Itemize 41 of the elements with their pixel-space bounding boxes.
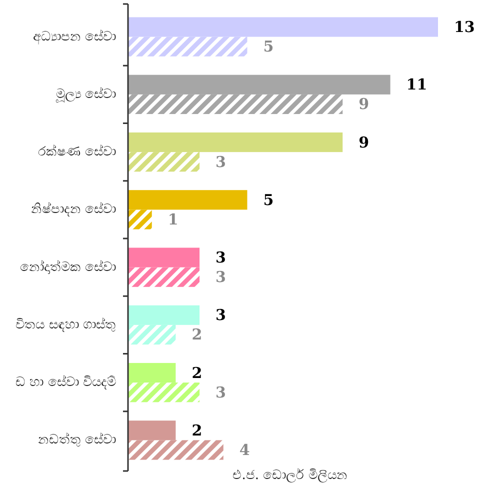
data-label: 3 [216, 306, 226, 324]
bar [128, 74, 390, 94]
y-tick-label: ඩ හා සේවා වියදම් [16, 374, 116, 390]
bar [128, 420, 176, 440]
bar [128, 248, 200, 268]
data-label: 5 [263, 190, 274, 209]
bar [128, 440, 224, 460]
bar [128, 190, 248, 210]
y-tick-label: නඩත්තු සේවා [38, 432, 116, 448]
bar [128, 362, 176, 383]
data-label: 4 [239, 440, 250, 459]
data-label: 13 [454, 18, 475, 36]
data-label: 9 [358, 95, 370, 114]
data-label: 3 [216, 248, 226, 267]
data-label: 3 [216, 268, 226, 286]
data-label: 2 [192, 326, 202, 344]
data-label: 11 [406, 76, 428, 94]
bar [128, 210, 152, 230]
bar [128, 267, 200, 287]
bar [128, 36, 248, 56]
data-label: 2 [192, 421, 202, 440]
y-tick-label: නිෂ්පාදන සේවා [30, 201, 116, 218]
bar [128, 94, 343, 114]
data-label: 1 [168, 210, 178, 228]
bar [128, 382, 200, 402]
bar [128, 17, 438, 37]
data-label: 3 [216, 383, 226, 402]
bar [128, 305, 200, 325]
y-tick-label: රක්ෂණ සේවා [38, 144, 116, 160]
data-label: 9 [358, 133, 370, 152]
x-axis-title: එ.ජ. ඩොලර් මිලියන [232, 467, 348, 483]
bar [128, 152, 200, 172]
data-label: 3 [216, 152, 226, 171]
y-tick-label: මූල්‍ය සේවා [54, 86, 116, 102]
bar [128, 132, 343, 152]
bar [128, 324, 176, 345]
y-tick-label: අධ්‍යාපන සේවා [32, 28, 116, 44]
data-label: 2 [192, 364, 202, 382]
data-label: 5 [263, 38, 274, 56]
y-tick-label: නෝදාත්මක සේවා [20, 258, 116, 275]
y-tick-label: විතය සඳහා ගාස්තු [16, 316, 116, 332]
